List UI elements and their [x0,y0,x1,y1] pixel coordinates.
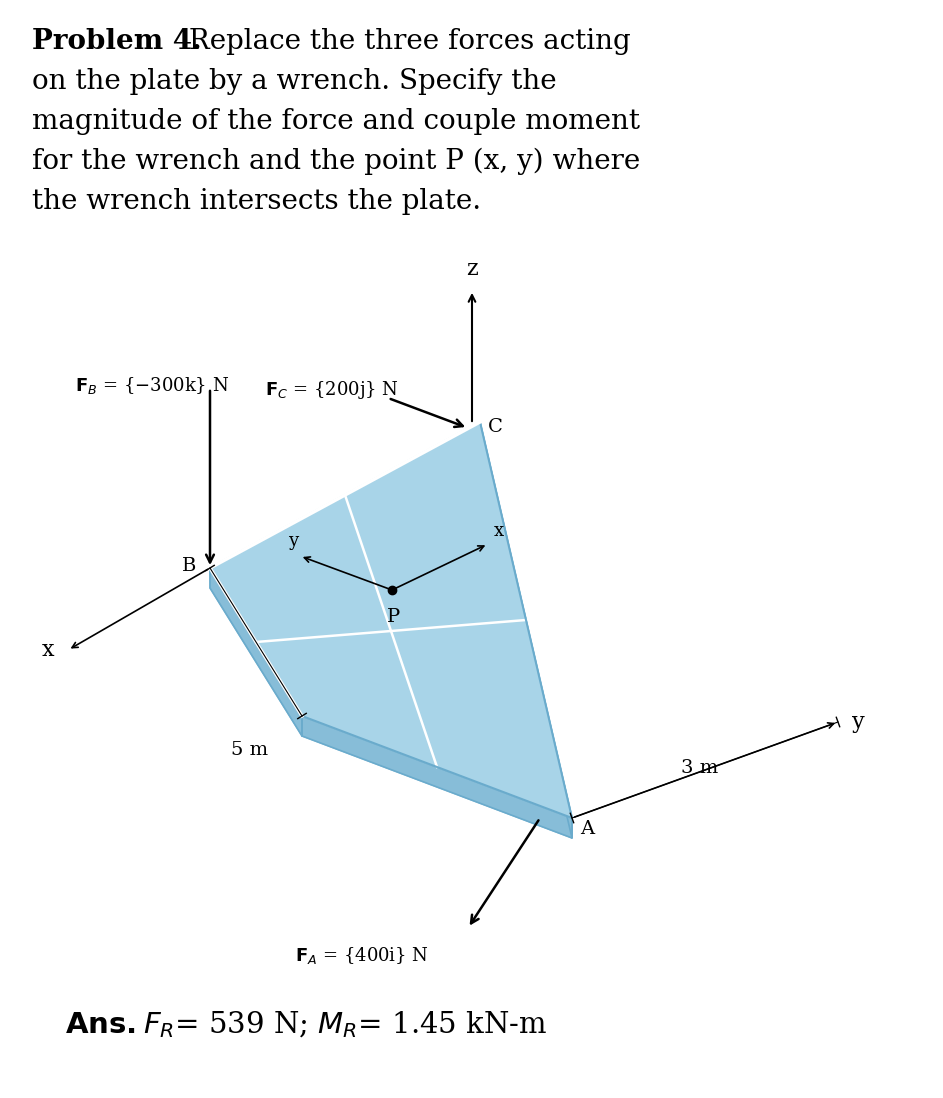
Text: B: B [182,557,196,575]
Text: on the plate by a wrench. Specify the: on the plate by a wrench. Specify the [32,68,556,96]
Text: 3 m: 3 m [682,759,719,777]
Polygon shape [210,568,302,736]
Polygon shape [302,716,572,838]
Text: $\mathbf{Ans.}$: $\mathbf{Ans.}$ [65,1011,136,1039]
Text: z: z [466,258,478,280]
Text: $\mathbf{F}_A$ = {400i} N: $\mathbf{F}_A$ = {400i} N [295,945,429,966]
Text: A: A [580,820,594,838]
Polygon shape [480,422,572,838]
Text: the wrench intersects the plate.: the wrench intersects the plate. [32,188,481,215]
Text: for the wrench and the point P (x, y) where: for the wrench and the point P (x, y) wh… [32,148,640,176]
Text: 5 m: 5 m [231,741,269,759]
Text: Problem 4.: Problem 4. [32,29,202,55]
Text: magnitude of the force and couple moment: magnitude of the force and couple moment [32,108,640,135]
Text: $F_R$= 539 N; $M_R$= 1.45 kN-m: $F_R$= 539 N; $M_R$= 1.45 kN-m [143,1010,547,1040]
Text: $\mathbf{F}_B$ = {$-$300k} N: $\mathbf{F}_B$ = {$-$300k} N [75,374,229,395]
Text: P: P [388,608,401,626]
Text: Replace the three forces acting: Replace the three forces acting [180,29,631,55]
Text: $\mathbf{F}_C$ = {200j} N: $\mathbf{F}_C$ = {200j} N [265,379,399,401]
Polygon shape [210,422,572,818]
Text: C: C [488,418,503,436]
Text: x: x [41,639,54,661]
Text: x: x [494,522,505,540]
Text: y: y [852,712,865,733]
Text: y: y [288,533,298,550]
